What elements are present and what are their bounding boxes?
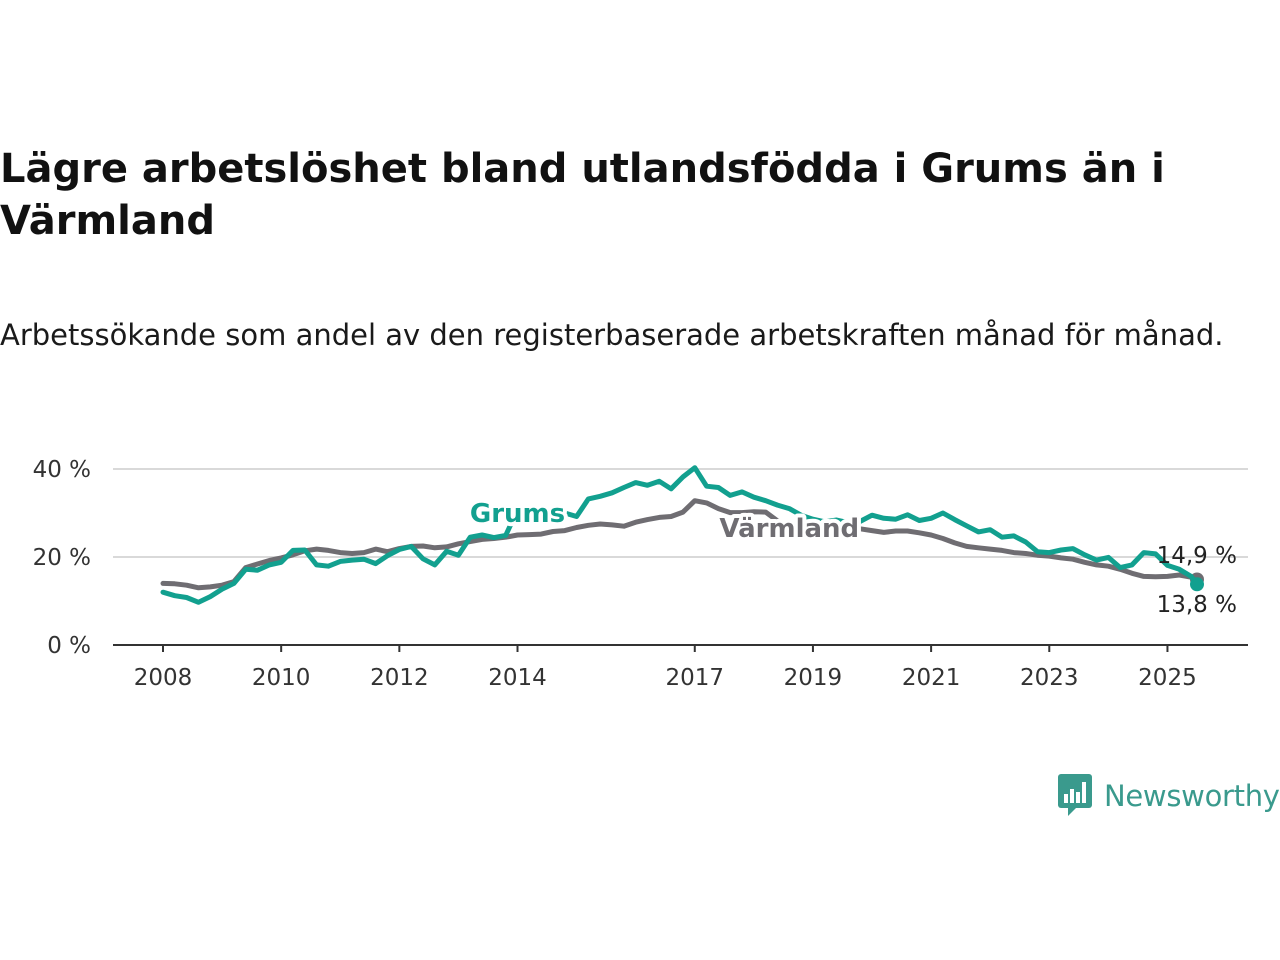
chart-subtitle: Arbetssökande som andel av den registerb… (0, 318, 1224, 352)
x-tick-label: 2019 (784, 665, 843, 691)
x-axis-tick-labels: 2008 2010 2012 2014 2017 2019 2021 2023 2025 (134, 665, 1197, 691)
y-axis-tick-labels: 0 % 20 % 40 % (33, 457, 91, 659)
y-tick-label: 0 % (47, 633, 91, 659)
end-label-grums: 13,8 % (1157, 592, 1237, 618)
x-tick-label: 2025 (1138, 665, 1197, 691)
newsworthy-logo: Newsworthy (1058, 774, 1280, 818)
x-tick-label: 2010 (252, 665, 311, 691)
x-tick-label: 2014 (488, 665, 547, 691)
end-label-varmland: 14,9 % (1157, 543, 1237, 569)
x-axis (113, 644, 1248, 652)
series-label-halo: Värmland (719, 514, 859, 544)
series-label-grums: Grums (470, 499, 565, 529)
series-label-varmland: Värmland (719, 514, 859, 544)
brand-name: Newsworthy (1104, 779, 1280, 813)
chart-title: Lägre arbetslöshet bland utlandsfödda i … (0, 146, 1165, 244)
series-label-halo: Grums (470, 499, 565, 529)
bar-chart-speech-bubble-icon (1058, 774, 1092, 816)
y-tick-label: 20 % (33, 545, 91, 571)
end-point-grums (1190, 577, 1204, 592)
x-tick-label: 2023 (1020, 665, 1079, 691)
y-tick-label: 40 % (33, 457, 91, 483)
series-lines (160, 465, 1204, 605)
x-tick-label: 2012 (370, 665, 429, 691)
series-line-grums (160, 465, 1200, 605)
x-tick-label: 2008 (134, 665, 193, 691)
series-line-varmland (160, 498, 1200, 591)
x-tick-label: 2021 (902, 665, 961, 691)
x-tick-label: 2017 (665, 665, 724, 691)
